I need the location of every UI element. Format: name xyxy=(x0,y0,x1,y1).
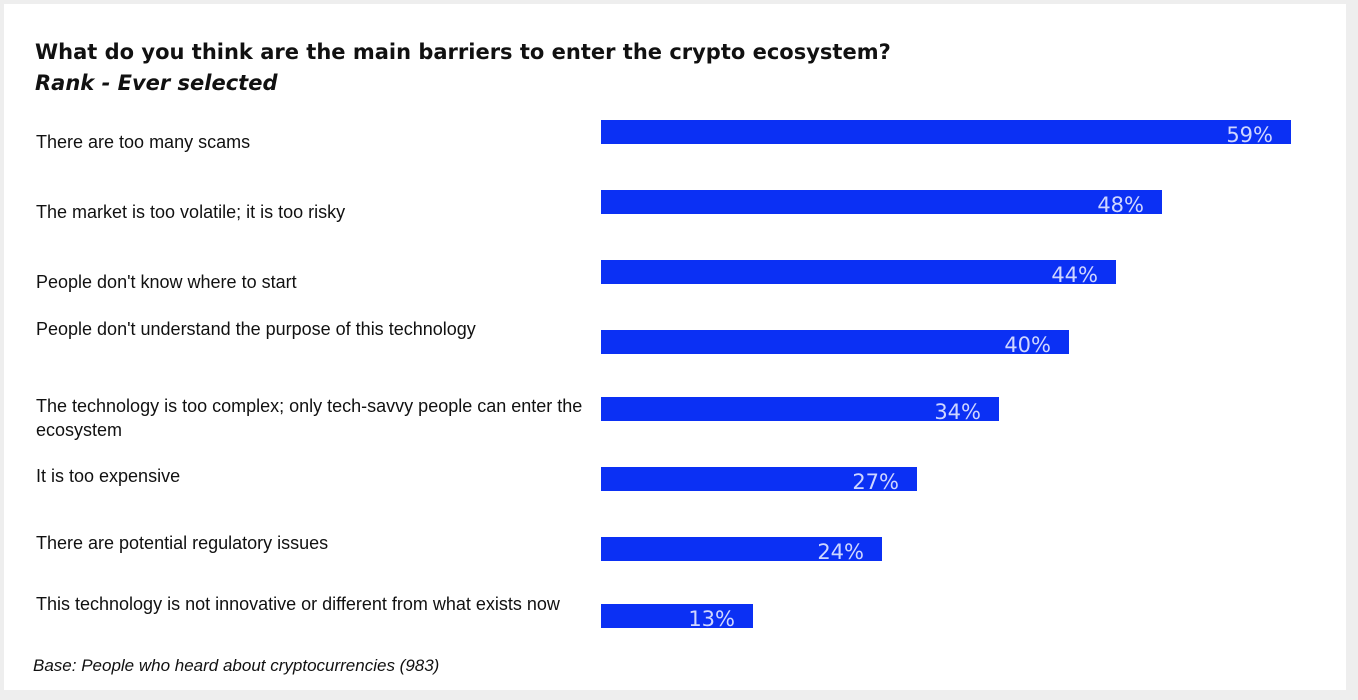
chart-title: What do you think are the main barriers … xyxy=(35,40,891,64)
chart-card: What do you think are the main barriers … xyxy=(4,4,1346,690)
bar-value-label: 59% xyxy=(1226,123,1273,147)
category-label: The market is too volatile; it is too ri… xyxy=(36,202,346,222)
bar: 40% xyxy=(601,330,1069,357)
bar: 27% xyxy=(601,467,917,494)
bar-value-label: 13% xyxy=(688,607,735,631)
bar: 34% xyxy=(601,397,999,424)
bar-value-label: 40% xyxy=(1004,333,1051,357)
bar-value-label: 27% xyxy=(852,470,899,494)
bar: 24% xyxy=(601,537,882,564)
category-label: There are potential regulatory issues xyxy=(36,533,329,553)
bar-value-label: 48% xyxy=(1097,193,1144,217)
bar: 44% xyxy=(601,260,1116,287)
bar-value-label: 24% xyxy=(817,540,864,564)
category-label: People don't understand the purpose of t… xyxy=(36,319,476,339)
bar: 59% xyxy=(601,120,1291,147)
chart-subtitle: Rank - Ever selected xyxy=(35,71,278,95)
bar: 13% xyxy=(601,604,753,631)
category-label: There are too many scams xyxy=(36,132,251,152)
bar-value-label: 34% xyxy=(934,400,981,424)
bar-value-label: 44% xyxy=(1051,263,1098,287)
category-label: This technology is not innovative or dif… xyxy=(36,594,560,614)
category-label: The technology is too complex; only tech… xyxy=(36,396,583,440)
category-label: It is too expensive xyxy=(36,466,181,486)
bar: 48% xyxy=(601,190,1162,217)
base-note: Base: People who heard about cryptocurre… xyxy=(33,656,440,675)
category-label: People don't know where to start xyxy=(36,272,297,292)
